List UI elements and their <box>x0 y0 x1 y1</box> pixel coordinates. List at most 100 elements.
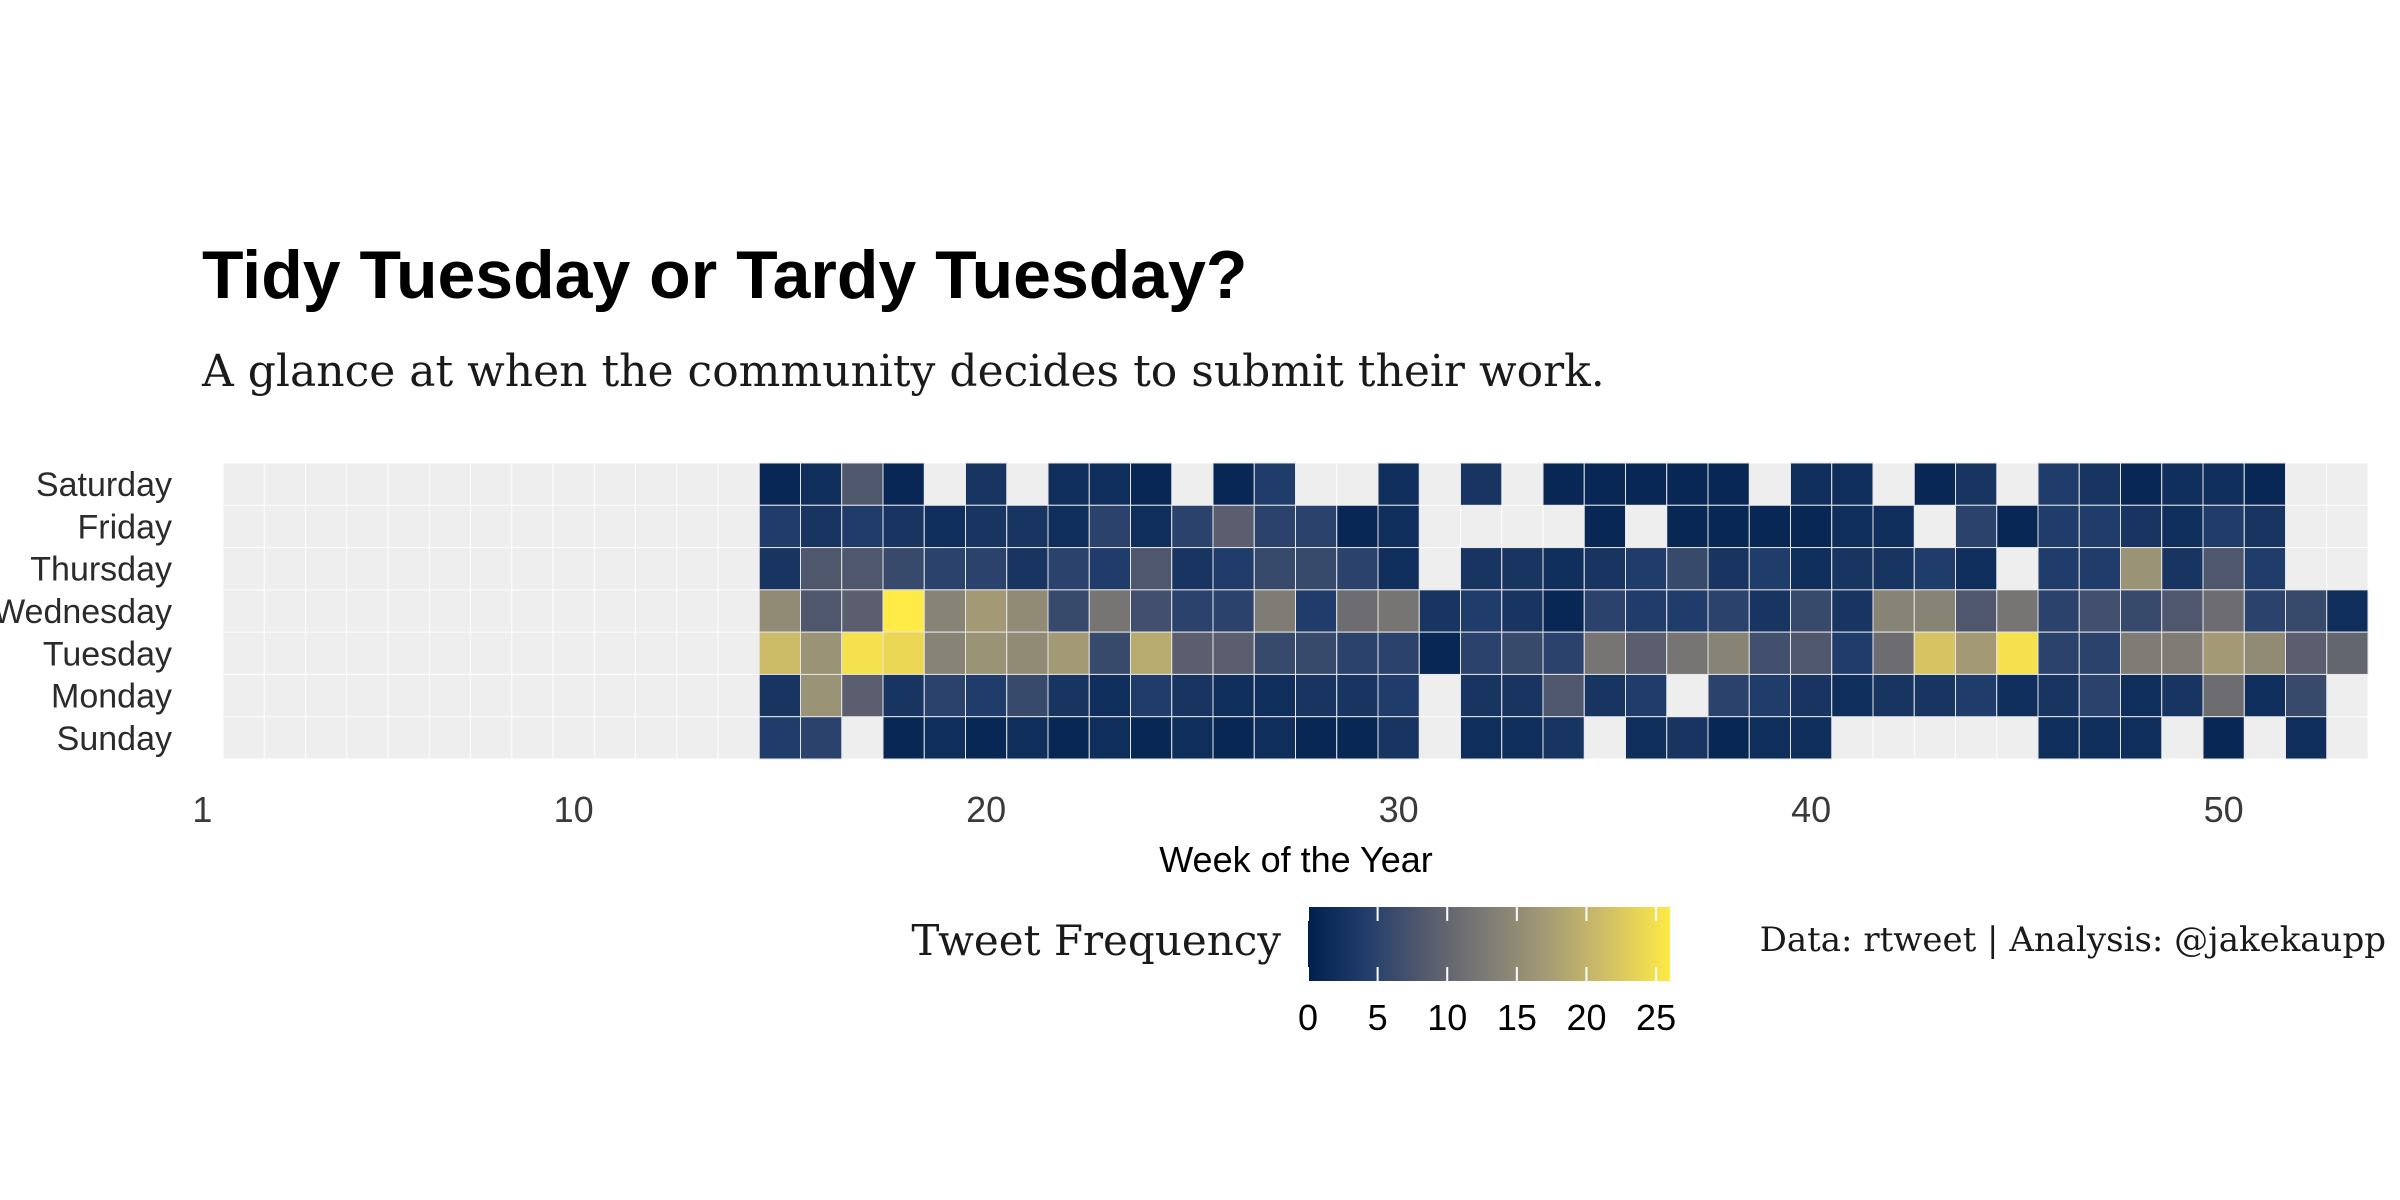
heatmap-cell <box>1460 462 1503 506</box>
heatmap-cell <box>2202 631 2245 675</box>
heatmap-cell <box>1831 462 1874 506</box>
heatmap-cell <box>1130 631 1173 675</box>
heatmap-cell <box>841 673 884 718</box>
heatmap-cell <box>1831 589 1874 633</box>
heatmap-cell <box>1460 716 1503 760</box>
heatmap-cell <box>800 631 843 675</box>
heatmap-cell <box>1130 716 1173 760</box>
heatmap-cell <box>2078 589 2121 633</box>
heatmap-cell <box>2326 589 2369 633</box>
day-label: Monday <box>51 678 172 716</box>
legend-colorbar <box>1308 907 1670 981</box>
heatmap-cell <box>1707 547 1750 591</box>
heatmap-cell <box>1748 547 1791 591</box>
heatmap-cell <box>2037 589 2080 633</box>
heatmap-cell <box>1955 631 1998 675</box>
heatmap-cell <box>965 462 1008 506</box>
heatmap-cell <box>1295 631 1338 675</box>
legend-title: Tweet Frequency <box>911 916 1281 965</box>
heatmap-cell <box>758 589 801 633</box>
heatmap-cell <box>2202 716 2245 760</box>
heatmap-cell <box>1336 631 1379 675</box>
heatmap-cell <box>1253 547 1296 591</box>
heatmap-cell <box>1088 504 1131 549</box>
heatmap-cell <box>1625 547 1668 591</box>
heatmap-cell <box>1955 462 1998 506</box>
heatmap-cell <box>2120 462 2163 506</box>
heatmap-cell <box>1872 631 1915 675</box>
heatmap-cell <box>1460 589 1503 633</box>
heatmap-cell <box>1501 589 1544 633</box>
legend-tick-label: 15 <box>1497 997 1537 1038</box>
heatmap-cell <box>1130 589 1173 633</box>
heatmap-cell <box>1006 673 1049 718</box>
heatmap-cell <box>800 716 843 760</box>
heatmap-cell <box>1872 673 1915 718</box>
heatmap-cell <box>1088 631 1131 675</box>
heatmap-cell <box>1748 504 1791 549</box>
heatmap-cell <box>1913 673 1956 718</box>
heatmap-cell <box>2243 547 2286 591</box>
heatmap-cell <box>1253 504 1296 549</box>
heatmap-cell <box>1831 631 1874 675</box>
heatmap-cell <box>800 504 843 549</box>
heatmap-cell <box>1006 716 1049 760</box>
heatmap-cell <box>841 631 884 675</box>
heatmap-cell <box>1047 631 1090 675</box>
heatmap-cell <box>882 504 925 549</box>
heatmap-cell <box>1253 462 1296 506</box>
heatmap-cell <box>1501 716 1544 760</box>
heatmap-cell <box>1006 631 1049 675</box>
heatmap-cell <box>758 631 801 675</box>
heatmap-cell <box>1171 589 1214 633</box>
heatmap-cell <box>2243 631 2286 675</box>
heatmap-cell <box>1130 462 1173 506</box>
x-tick-label: 1 <box>192 789 212 830</box>
heatmap-cell <box>1047 462 1090 506</box>
day-label: Sunday <box>57 720 172 758</box>
heatmap-cell <box>882 589 925 633</box>
legend-tick-label: 0 <box>1298 997 1318 1038</box>
heatmap-cell <box>758 547 801 591</box>
x-axis-tick-labels: 1 10 20 30 40 50 <box>192 789 2243 830</box>
heatmap-cell <box>1212 462 1255 506</box>
heatmap-cell <box>1996 673 2039 718</box>
heatmap-cell <box>1996 504 2039 549</box>
heatmap-cell <box>1583 462 1626 506</box>
heatmap-cell <box>1047 504 1090 549</box>
heatmap-cell <box>2243 673 2286 718</box>
heatmap-cell <box>882 547 925 591</box>
heatmap-cell <box>1377 716 1420 760</box>
heatmap-cell <box>1130 547 1173 591</box>
heatmap-cell <box>2037 716 2080 760</box>
heatmap-cell <box>1295 673 1338 718</box>
heatmap-cell <box>1212 547 1255 591</box>
heatmap-cell <box>2202 589 2245 633</box>
heatmap-cell <box>1707 673 1750 718</box>
heatmap-cell <box>2285 589 2328 633</box>
heatmap-cell <box>1542 673 1585 718</box>
heatmap-cell <box>1295 547 1338 591</box>
heatmap-cell <box>1666 589 1709 633</box>
legend-tick-label: 20 <box>1566 997 1606 1038</box>
heatmap-cell <box>1872 504 1915 549</box>
heatmap-cell <box>2078 673 2121 718</box>
heatmap-cell <box>1253 673 1296 718</box>
heatmap-cell <box>1625 673 1668 718</box>
heatmap-cell <box>2078 504 2121 549</box>
heatmap-cell <box>2120 504 2163 549</box>
color-legend: Tweet Frequency 0 5 10 15 20 25 <box>911 907 1676 1038</box>
heatmap-cell <box>1955 504 1998 549</box>
heatmap-cell <box>2120 631 2163 675</box>
heatmap-cell <box>2202 673 2245 718</box>
heatmap-cell <box>2120 547 2163 591</box>
heatmap-cell <box>923 716 966 760</box>
chart-caption: Data: rtweet | Analysis: @jakekaupp <box>1760 920 2386 960</box>
heatmap-cell <box>2078 716 2121 760</box>
heatmap-cell <box>758 504 801 549</box>
heatmap-cell <box>1336 504 1379 549</box>
legend-tick-label: 25 <box>1636 997 1676 1038</box>
heatmap-cell <box>1748 673 1791 718</box>
heatmap-cell <box>2285 631 2328 675</box>
heatmap-cell <box>1666 504 1709 549</box>
